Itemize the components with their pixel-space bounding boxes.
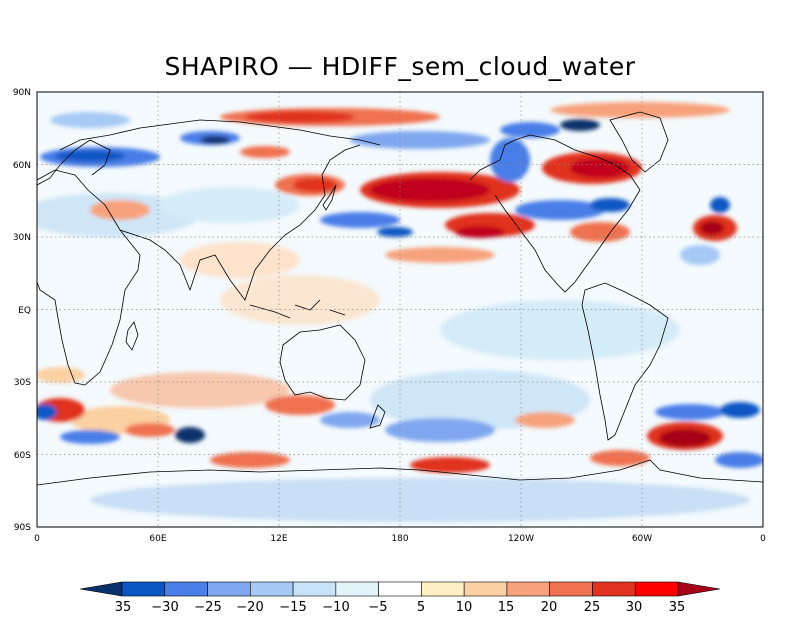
colorbar-left-arrow <box>79 581 123 597</box>
lon-label-180: 180 <box>391 534 408 544</box>
colorbar-right-arrow <box>677 581 721 597</box>
colorbar-swatch <box>335 581 379 597</box>
colorbar-label: 35 <box>115 600 132 615</box>
colorbar-label: 30 <box>626 600 643 615</box>
colorbar-swatch <box>250 581 294 597</box>
colorbar-swatch <box>164 581 208 597</box>
colorbar-label: −20 <box>236 600 263 615</box>
colorbar-label: 10 <box>456 600 473 615</box>
lon-label-0-right: 0 <box>760 534 766 544</box>
colorbar-label: −5 <box>368 600 387 615</box>
lon-label-0-left: 0 <box>34 534 40 544</box>
lon-label-60w: 60W <box>632 534 652 544</box>
colorbar-swatch <box>378 581 422 597</box>
colorbar-swatch <box>463 581 508 597</box>
colorbar-labels: 35 −30 −25 −20 −15 −10 −5 5 10 15 20 25 … <box>115 600 686 615</box>
colorbar-swatch <box>634 581 679 597</box>
colorbar-swatch <box>207 581 251 597</box>
colorbar-label: 15 <box>498 600 515 615</box>
gridlines <box>37 92 763 527</box>
lat-label-60s: 60S <box>14 451 31 461</box>
colorbar-swatch <box>292 581 337 597</box>
colorbar-label: 5 <box>417 600 425 615</box>
colorbar-label: −10 <box>322 600 349 615</box>
lat-label-60n: 60N <box>13 161 31 171</box>
colorbar-swatch <box>592 581 636 597</box>
lat-label-30n: 30N <box>13 233 31 243</box>
colorbar-swatch <box>121 581 166 597</box>
lat-label-eq: EQ <box>18 306 31 316</box>
map-title: SHAPIRO — HDIFF_sem_cloud_water <box>164 52 636 81</box>
colorbar-label: 20 <box>541 600 558 615</box>
lat-label-90n: 90N <box>13 88 31 98</box>
colorbar-swatch <box>549 581 593 597</box>
longitude-axis: 0 60E 12E 180 120W 60W 0 <box>34 534 766 544</box>
colorbar-label: −25 <box>194 600 221 615</box>
colorbar <box>79 581 721 597</box>
lon-label-120e: 12E <box>270 534 287 544</box>
latitude-axis: 90N 60N 30N EQ 30S 60S 90S <box>13 88 31 533</box>
colorbar-swatch <box>421 581 465 597</box>
colorbar-label: −15 <box>279 600 306 615</box>
lon-label-60e: 60E <box>149 534 166 544</box>
colorbar-label: −30 <box>151 600 178 615</box>
colorbar-swatch <box>506 581 550 597</box>
shaded-field <box>37 102 763 522</box>
map-frame <box>36 91 764 528</box>
lon-label-120w: 120W <box>508 534 534 544</box>
colorbar-label: 25 <box>584 600 601 615</box>
colorbar-label: 35 <box>669 600 686 615</box>
lat-label-30s: 30S <box>14 378 31 388</box>
lat-label-90s: 90S <box>14 523 31 533</box>
coastlines <box>37 111 763 486</box>
